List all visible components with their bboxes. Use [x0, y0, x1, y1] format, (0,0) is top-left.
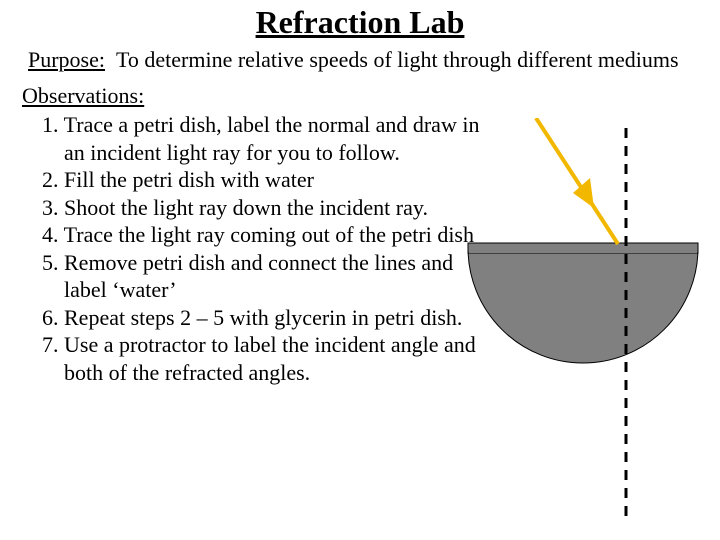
list-item: 2. Fill the petri dish with water	[22, 166, 492, 194]
page-title: Refraction Lab	[0, 0, 720, 47]
observations-label: Observations:	[22, 83, 702, 109]
list-item: 5. Remove petri dish and connect the lin…	[22, 249, 492, 304]
observations-block: Observations: 1. Trace a petri dish, lab…	[0, 83, 720, 386]
list-item: 1. Trace a petri dish, label the normal …	[22, 111, 492, 166]
list-item: 3. Shoot the light ray down the incident…	[22, 194, 492, 222]
list-item: 6. Repeat steps 2 – 5 with glycerin in p…	[22, 304, 492, 332]
list-item: 4. Trace the light ray coming out of the…	[22, 221, 492, 249]
observations-list: 1. Trace a petri dish, label the normal …	[22, 111, 492, 386]
purpose-block: Purpose: To determine relative speeds of…	[10, 47, 720, 73]
purpose-label: Purpose:	[28, 47, 105, 72]
purpose-text: To determine relative speeds of light th…	[116, 47, 679, 72]
list-item: 7. Use a protractor to label the inciden…	[22, 331, 492, 386]
